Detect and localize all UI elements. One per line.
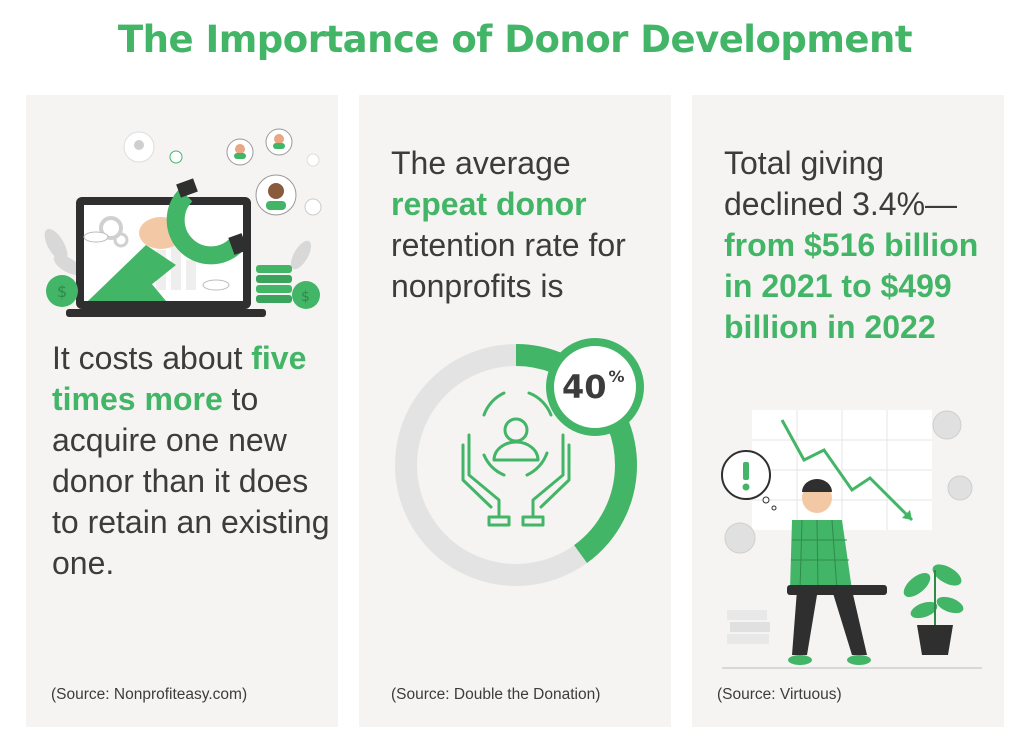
donut-progress-arc: [395, 344, 637, 586]
statement-highlight: from $516 billion in 2021 to $499 billio…: [724, 227, 979, 345]
source-citation: (Source: Nonprofiteasy.com): [51, 686, 248, 703]
coin-icon: [724, 410, 973, 554]
acquisition-cost-statement: It costs about five times more to acquir…: [52, 338, 332, 584]
statement-prefix: Total giving declined 3.4%—: [724, 145, 958, 222]
svg-text:$: $: [301, 289, 310, 305]
retention-donut-chart: [395, 344, 637, 586]
page-title: The Importance of Donor Development: [117, 18, 913, 61]
percent-badge-circle: [546, 338, 644, 436]
card-total-giving: Total giving declined 3.4%— from $516 bi…: [692, 95, 1004, 727]
worried-man-declining-chart-illustration: [721, 410, 982, 669]
giving-statement: Total giving declined 3.4%— from $516 bi…: [724, 143, 994, 348]
card-retention-rate: The average repeat donor retention rate …: [359, 95, 671, 727]
statement-highlight: repeat donor: [391, 186, 587, 222]
magnet-icon: [88, 178, 248, 301]
coin-icon: $ $: [46, 265, 320, 309]
source-citation: (Source: Virtuous): [717, 686, 842, 703]
declining-chart-icon: [752, 410, 932, 530]
laptop-magnet-illustration: $ $: [44, 128, 322, 317]
svg-text:$: $: [57, 282, 67, 301]
exclamation-icon: [721, 450, 777, 511]
percent-value: 40: [562, 368, 607, 406]
hands-holding-person-icon: [461, 391, 571, 527]
potted-plant-icon: [903, 564, 964, 655]
statement-prefix: The average: [391, 145, 571, 181]
card-acquisition-cost: $ $ It costs about five times more to ac…: [26, 95, 338, 727]
source-citation: (Source: Double the Donation): [391, 686, 601, 703]
retention-statement: The average repeat donor retention rate …: [391, 143, 656, 307]
worried-man-icon: [787, 479, 887, 665]
statement-highlight: five times more: [52, 340, 307, 417]
leaf-icon: [44, 228, 312, 276]
statement-prefix: It costs about: [52, 340, 243, 376]
percent-symbol: %: [608, 367, 625, 386]
statement-suffix: retention rate for nonprofits is: [391, 227, 626, 304]
retention-percent: 40%: [562, 367, 625, 406]
statement-suffix: to acquire one new donor than it does to…: [52, 381, 330, 581]
